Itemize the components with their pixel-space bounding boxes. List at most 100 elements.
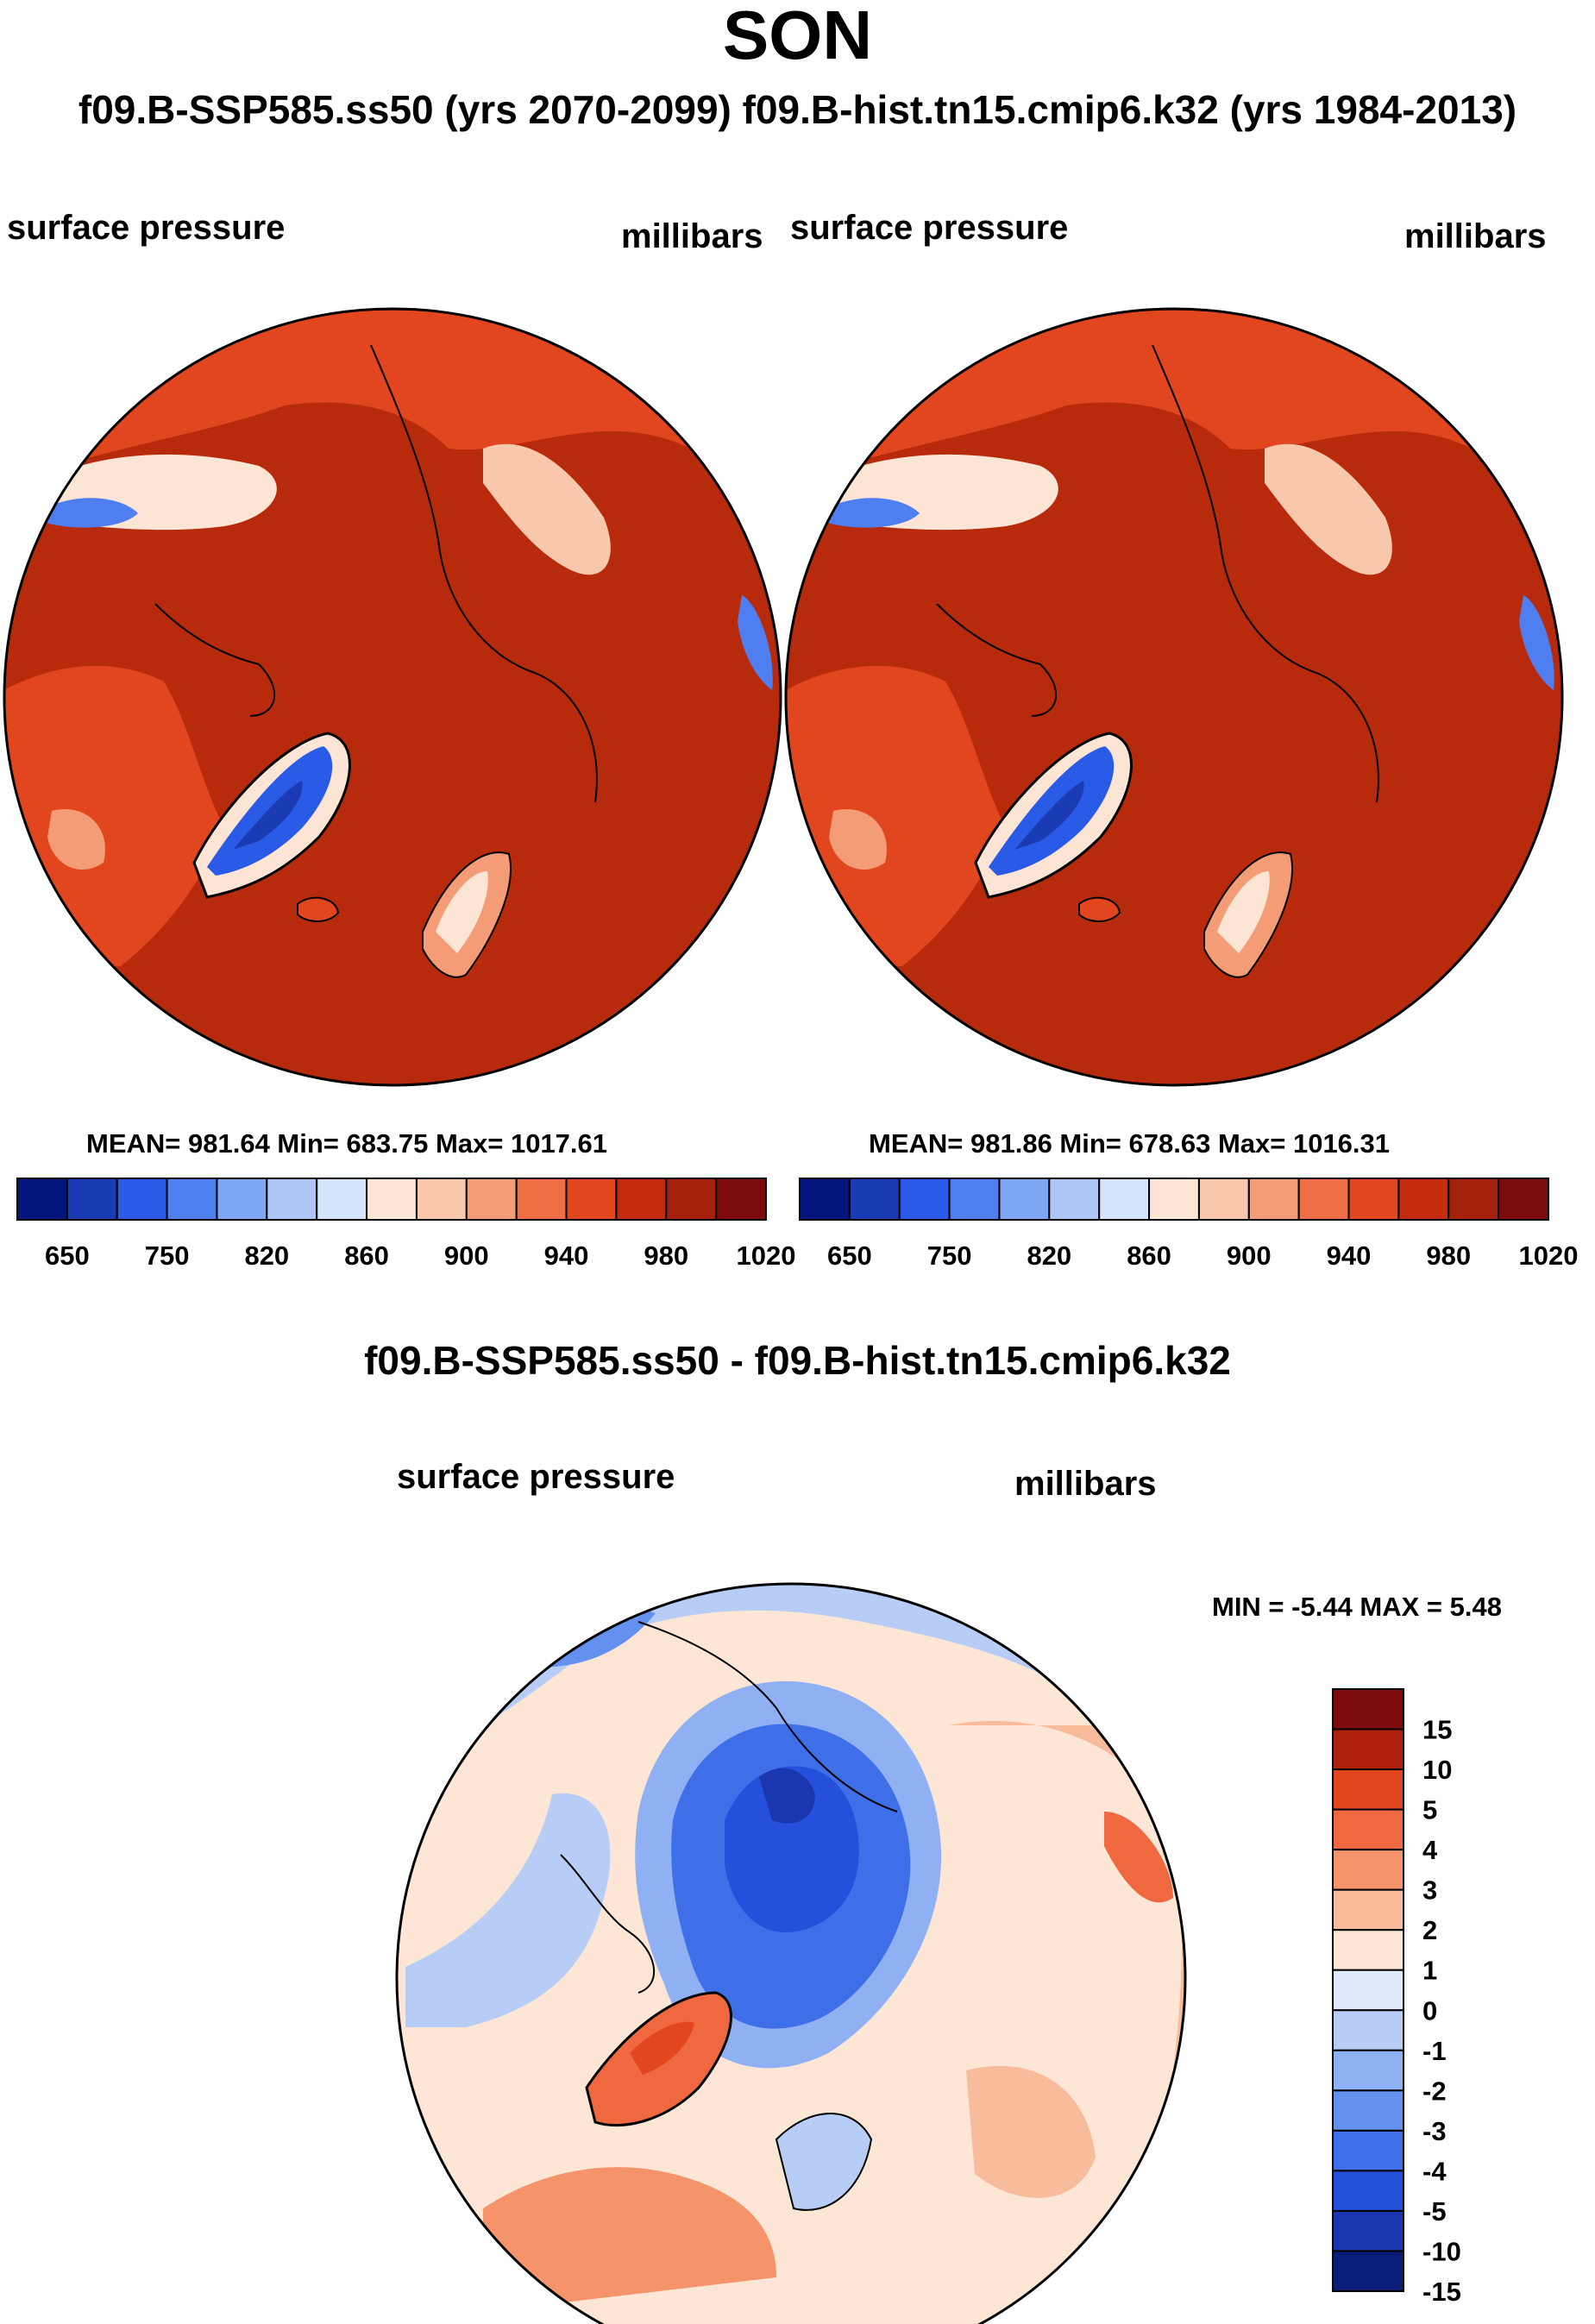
- left-variable-label: surface pressure: [7, 209, 286, 247]
- left-colorbar-swatch: [216, 1178, 268, 1221]
- right-map-greenland-core: [1014, 781, 1084, 850]
- diff-colorbar-swatch: [1332, 1688, 1404, 1730]
- diff-colorbar-swatch: [1332, 1969, 1404, 2012]
- diff-colorbar-tick-label: -2: [1422, 2076, 1447, 2106]
- left-colorbar-tick-label: 820: [244, 1241, 289, 1271]
- right-colorbar-swatch: [1098, 1178, 1151, 1221]
- diff-colorbar-tick-label: 10: [1422, 1755, 1452, 1785]
- diff-title: f09.B-SSP585.ss50 - f09.B-hist.tn15.cmip…: [364, 1338, 1231, 1383]
- diff-map-east-patch: [1104, 1812, 1173, 1903]
- diff-units-label: millibars: [1014, 1465, 1157, 1503]
- right-colorbar-swatch: [799, 1178, 851, 1221]
- right-map-land-america: [786, 665, 1006, 966]
- right-colorbar-swatch: [1197, 1178, 1250, 1221]
- right-colorbar-swatch: [948, 1178, 1001, 1221]
- right-colorbar-swatch: [848, 1178, 901, 1221]
- diff-colorbar-swatch: [1332, 1849, 1404, 1891]
- diff-map-arctic-core: [725, 1766, 859, 1932]
- right-colorbar-tick-label: 1020: [1519, 1241, 1579, 1271]
- diff-colorbar-tick-label: -4: [1422, 2156, 1447, 2186]
- right-variable-label: surface pressure: [790, 209, 1069, 247]
- right-colorbar-tick-label: 940: [1327, 1241, 1372, 1271]
- right-colorbar: 650 750 820 860 900 940 980 1020: [799, 1178, 1578, 1271]
- left-map-greenland-core: [233, 781, 303, 850]
- diff-map-siberia-positive: [966, 2065, 1096, 2198]
- left-map-land-north: [4, 311, 781, 604]
- left-map-plateau: [43, 498, 138, 528]
- diff-colorbar-swatch: [1332, 1929, 1404, 1971]
- right-colorbar-swatch: [1397, 1178, 1450, 1221]
- left-colorbar-tick-label: 860: [344, 1241, 389, 1271]
- right-map-scandinavia-mts: [1217, 871, 1270, 953]
- left-colorbar-swatch: [66, 1178, 118, 1221]
- diff-map: [397, 1584, 1185, 2324]
- right-colorbar-swatch: [1498, 1178, 1550, 1221]
- left-map-coast-asia: [370, 344, 598, 803]
- left-colorbar-swatch: [366, 1178, 418, 1221]
- left-colorbar-swatch: [465, 1178, 518, 1221]
- diff-colorbar-tick-label: 0: [1422, 1995, 1437, 2026]
- left-map-highland-east: [483, 443, 611, 575]
- left-map-scandinavia-mts: [436, 871, 488, 953]
- diff-map-border: [395, 1582, 1187, 2324]
- left-map-coast-arctic: [154, 603, 275, 717]
- right-map-plateau: [825, 498, 920, 528]
- page-subtitle: f09.B-SSP585.ss50 (yrs 2070-2099) f09.B-…: [78, 87, 1517, 132]
- diff-colorbar-swatch: [1332, 1728, 1404, 1771]
- right-colorbar-swatch: [1347, 1178, 1400, 1221]
- left-colorbar-tick-label: 750: [145, 1241, 190, 1271]
- diff-colorbar-swatch: [1332, 2009, 1404, 2051]
- diff-colorbar-tick-label: 2: [1422, 1915, 1437, 1945]
- right-map-land-north: [786, 311, 1562, 604]
- diff-colorbar-swatch: [1332, 1768, 1404, 1811]
- diff-variable-label: surface pressure: [397, 1458, 675, 1496]
- diff-colorbar-swatch: [1332, 2049, 1404, 2092]
- left-colorbar-tick-label: 650: [45, 1241, 90, 1271]
- right-colorbar-tick-label: 860: [1127, 1241, 1171, 1271]
- right-map-east-plateau: [1519, 595, 1554, 690]
- diff-map-greenland-core: [630, 2021, 694, 2075]
- left-colorbar-swatch: [515, 1178, 568, 1221]
- diff-map-coast-asia: [637, 1621, 898, 1812]
- left-colorbar-swatch: [266, 1178, 318, 1221]
- left-colorbar-swatch: [16, 1178, 68, 1221]
- left-map-rockies: [47, 809, 105, 870]
- right-colorbar-tick-label: 980: [1426, 1241, 1471, 1271]
- right-map-coast-asia: [1152, 344, 1379, 803]
- right-colorbar-swatch: [1297, 1178, 1350, 1221]
- diff-colorbar-tick-label: -15: [1422, 2277, 1461, 2307]
- left-colorbar-tick-label: 980: [644, 1241, 688, 1271]
- right-colorbar-swatch: [1447, 1178, 1500, 1221]
- diff-map-coast-arctic: [560, 1854, 655, 1994]
- diff-colorbar-swatch: [1332, 2129, 1404, 2172]
- right-colorbar-tick-label: 900: [1227, 1241, 1272, 1271]
- left-colorbar: 650 750 820 860 900 940 980 1020: [16, 1178, 795, 1271]
- diff-colorbar-tick-label: 1: [1422, 1956, 1437, 1986]
- diff-colorbar-tick-label: 5: [1422, 1795, 1437, 1825]
- diff-colorbar-swatch: [1332, 2170, 1404, 2212]
- right-colorbar-swatch: [1048, 1178, 1101, 1221]
- right-colorbar-swatch: [898, 1178, 951, 1221]
- left-units-label: millibars: [621, 217, 763, 255]
- left-colorbar-swatch: [615, 1178, 668, 1221]
- left-colorbar-swatch: [116, 1178, 168, 1221]
- right-map: [786, 309, 1562, 1085]
- right-colorbar-tick-label: 820: [1027, 1241, 1071, 1271]
- diff-map-arctic-min: [759, 1768, 815, 1824]
- right-map-coast-arctic: [936, 603, 1057, 717]
- left-colorbar-swatch: [565, 1178, 618, 1221]
- diff-minmax: MIN = -5.44 MAX = 5.48: [1212, 1592, 1502, 1622]
- left-colorbar-tick-label: 940: [544, 1241, 589, 1271]
- diff-map-west-negative: [405, 1793, 611, 2027]
- right-colorbar-swatch: [998, 1178, 1051, 1221]
- right-map-iceland: [1078, 896, 1121, 922]
- left-map-border: [3, 307, 782, 1087]
- diff-colorbar-swatch: [1332, 1888, 1404, 1931]
- diff-colorbar-swatch: [1332, 2250, 1404, 2293]
- diff-colorbar-swatch: [1332, 2209, 1404, 2252]
- diff-colorbar-tick-label: -5: [1422, 2196, 1447, 2227]
- diff-colorbar-tick-label: 15: [1422, 1715, 1452, 1745]
- left-map-land-america: [4, 665, 224, 966]
